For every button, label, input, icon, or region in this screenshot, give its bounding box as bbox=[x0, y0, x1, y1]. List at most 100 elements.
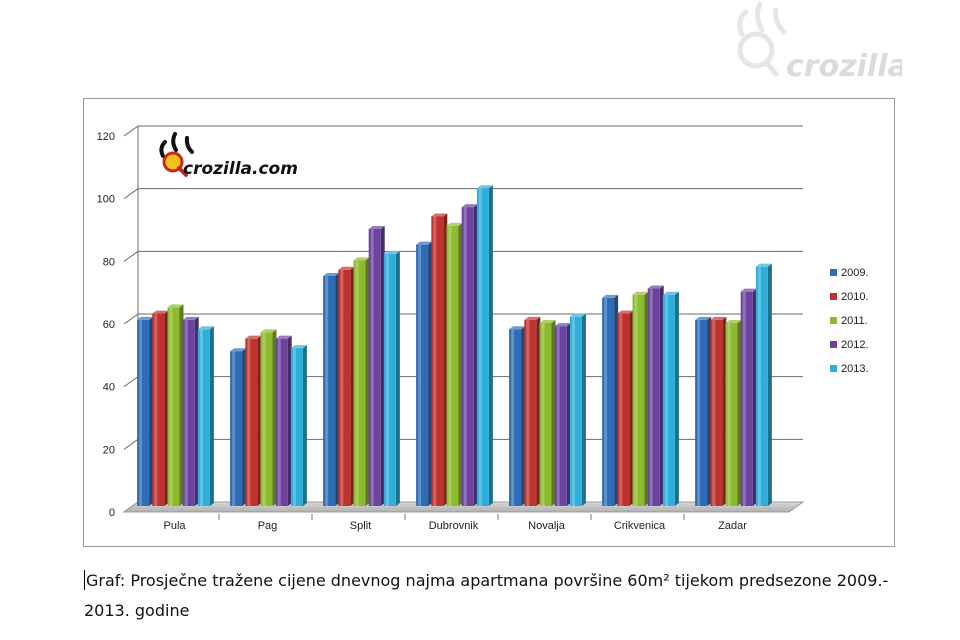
bar bbox=[524, 316, 541, 506]
bars bbox=[137, 185, 772, 507]
bar-highlight bbox=[370, 229, 374, 506]
bar bbox=[602, 294, 619, 506]
bar-side bbox=[737, 320, 742, 506]
bar-front bbox=[338, 269, 351, 506]
bar-front bbox=[695, 319, 708, 506]
bar-side bbox=[179, 304, 184, 506]
bar-side bbox=[473, 204, 478, 507]
bar-highlight bbox=[619, 313, 623, 506]
bar bbox=[476, 185, 493, 506]
legend-swatch bbox=[830, 365, 837, 372]
bar bbox=[695, 316, 712, 506]
bar-front bbox=[446, 225, 459, 506]
legend-swatch bbox=[830, 293, 837, 300]
bar-side bbox=[242, 348, 247, 506]
bar-top bbox=[461, 204, 478, 208]
bar-side bbox=[458, 222, 463, 506]
bar-highlight bbox=[232, 351, 236, 506]
bar-side bbox=[752, 288, 757, 506]
y-tick-label: 40 bbox=[103, 382, 115, 394]
bar-top bbox=[695, 316, 712, 320]
bar-side bbox=[302, 345, 307, 506]
bar-front bbox=[137, 319, 150, 506]
bar bbox=[725, 320, 742, 506]
bar-side bbox=[566, 323, 571, 506]
bar bbox=[632, 291, 649, 506]
bar-highlight bbox=[292, 348, 296, 506]
bar bbox=[182, 316, 199, 506]
bar-top bbox=[353, 257, 370, 261]
bar-top bbox=[245, 335, 262, 339]
x-tick-label: Pula bbox=[163, 520, 186, 532]
bar-highlight bbox=[247, 338, 251, 506]
bar-highlight bbox=[199, 329, 203, 506]
bar-side bbox=[164, 310, 169, 506]
bar-side bbox=[644, 291, 649, 506]
bar-side bbox=[209, 326, 214, 506]
bar-front bbox=[245, 338, 258, 506]
bar-side bbox=[272, 329, 277, 506]
bar bbox=[338, 266, 355, 506]
bar-front bbox=[539, 323, 552, 506]
bar-highlight bbox=[277, 338, 281, 506]
bar-top bbox=[338, 266, 355, 270]
bar-side bbox=[194, 316, 199, 506]
bar-highlight bbox=[634, 294, 638, 506]
bar-side bbox=[443, 213, 448, 506]
bar bbox=[569, 313, 586, 506]
bar bbox=[539, 320, 556, 506]
bar bbox=[260, 329, 277, 506]
bar bbox=[368, 226, 385, 506]
crozilla-watermark: crozilla bbox=[737, 1, 902, 84]
bar bbox=[710, 316, 727, 506]
bar bbox=[554, 323, 571, 506]
bar-highlight bbox=[325, 276, 329, 506]
bar-top bbox=[323, 273, 340, 276]
bar-highlight bbox=[697, 319, 701, 506]
bar-side bbox=[722, 316, 727, 506]
bar bbox=[740, 288, 757, 506]
bar-highlight bbox=[556, 326, 560, 506]
bar-side bbox=[428, 241, 433, 506]
bar bbox=[323, 273, 340, 506]
gridline-side bbox=[123, 188, 139, 200]
bar-top bbox=[740, 288, 757, 292]
bar-top bbox=[710, 316, 727, 320]
bar-top bbox=[662, 291, 679, 295]
bar-top bbox=[446, 222, 463, 226]
bar-side bbox=[149, 316, 154, 506]
bar bbox=[509, 326, 526, 506]
bar-front bbox=[461, 207, 474, 507]
x-tick-label: Split bbox=[350, 520, 371, 532]
x-tick-label: Dubrovnik bbox=[429, 520, 479, 532]
bar-top bbox=[275, 335, 292, 339]
bar-front bbox=[323, 276, 336, 506]
bar-front bbox=[290, 348, 303, 506]
bar-front bbox=[524, 319, 537, 506]
bar-front bbox=[152, 313, 165, 506]
bar-top bbox=[230, 348, 247, 352]
bar-front bbox=[260, 332, 273, 506]
bar-side bbox=[287, 335, 292, 506]
bar-front bbox=[476, 188, 489, 506]
bar-top bbox=[524, 316, 541, 320]
bar-side bbox=[257, 335, 262, 506]
gridline-side bbox=[123, 438, 139, 450]
bar bbox=[197, 326, 214, 506]
legend-label: 2012. bbox=[841, 339, 869, 351]
bar bbox=[446, 222, 463, 506]
bar bbox=[152, 310, 169, 506]
bar-side bbox=[707, 316, 712, 506]
bar-highlight bbox=[712, 319, 716, 506]
bar bbox=[137, 316, 154, 506]
bar-front bbox=[230, 351, 243, 506]
caption-line-1: Graf: Prosječne tražene cijene dnevnog n… bbox=[86, 571, 889, 590]
bar-side bbox=[365, 257, 370, 506]
bar-highlight bbox=[355, 260, 359, 506]
y-tick-label: 120 bbox=[97, 131, 115, 143]
bar-side bbox=[488, 185, 493, 506]
bar-highlight bbox=[433, 216, 437, 506]
bar bbox=[647, 285, 664, 506]
bar-highlight bbox=[727, 323, 731, 506]
bar bbox=[416, 241, 433, 506]
